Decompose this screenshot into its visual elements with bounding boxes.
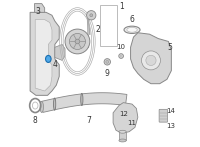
Circle shape xyxy=(120,55,122,57)
Ellipse shape xyxy=(40,101,43,112)
Circle shape xyxy=(75,39,80,44)
Polygon shape xyxy=(55,44,65,60)
FancyBboxPatch shape xyxy=(159,109,168,122)
Ellipse shape xyxy=(119,139,126,142)
Circle shape xyxy=(87,11,96,20)
Text: 14: 14 xyxy=(166,108,175,114)
Text: 6: 6 xyxy=(130,15,134,24)
Text: 4: 4 xyxy=(53,60,58,69)
Text: 2: 2 xyxy=(95,25,100,34)
Ellipse shape xyxy=(119,130,126,133)
Text: 10: 10 xyxy=(117,44,126,50)
Text: 3: 3 xyxy=(36,7,41,16)
Circle shape xyxy=(141,51,160,70)
Ellipse shape xyxy=(54,98,56,110)
Polygon shape xyxy=(113,103,138,133)
Polygon shape xyxy=(131,33,171,84)
Text: 12: 12 xyxy=(119,111,128,117)
Ellipse shape xyxy=(81,93,83,106)
Polygon shape xyxy=(34,4,45,12)
Text: 7: 7 xyxy=(86,116,91,125)
Polygon shape xyxy=(30,12,59,95)
Circle shape xyxy=(65,29,90,54)
Polygon shape xyxy=(41,93,127,112)
Text: 11: 11 xyxy=(127,120,136,126)
Circle shape xyxy=(69,34,85,50)
Bar xyxy=(119,132,126,141)
Text: 1: 1 xyxy=(120,2,124,11)
Circle shape xyxy=(119,54,123,58)
Text: 8: 8 xyxy=(33,116,38,125)
Circle shape xyxy=(106,60,109,63)
Ellipse shape xyxy=(127,27,137,32)
Ellipse shape xyxy=(46,55,51,62)
Ellipse shape xyxy=(124,26,140,34)
Circle shape xyxy=(104,59,110,65)
Text: 9: 9 xyxy=(104,69,109,78)
Text: 13: 13 xyxy=(166,123,175,129)
Text: 5: 5 xyxy=(167,43,172,52)
Circle shape xyxy=(90,14,93,17)
Circle shape xyxy=(146,55,156,66)
Polygon shape xyxy=(35,20,52,91)
